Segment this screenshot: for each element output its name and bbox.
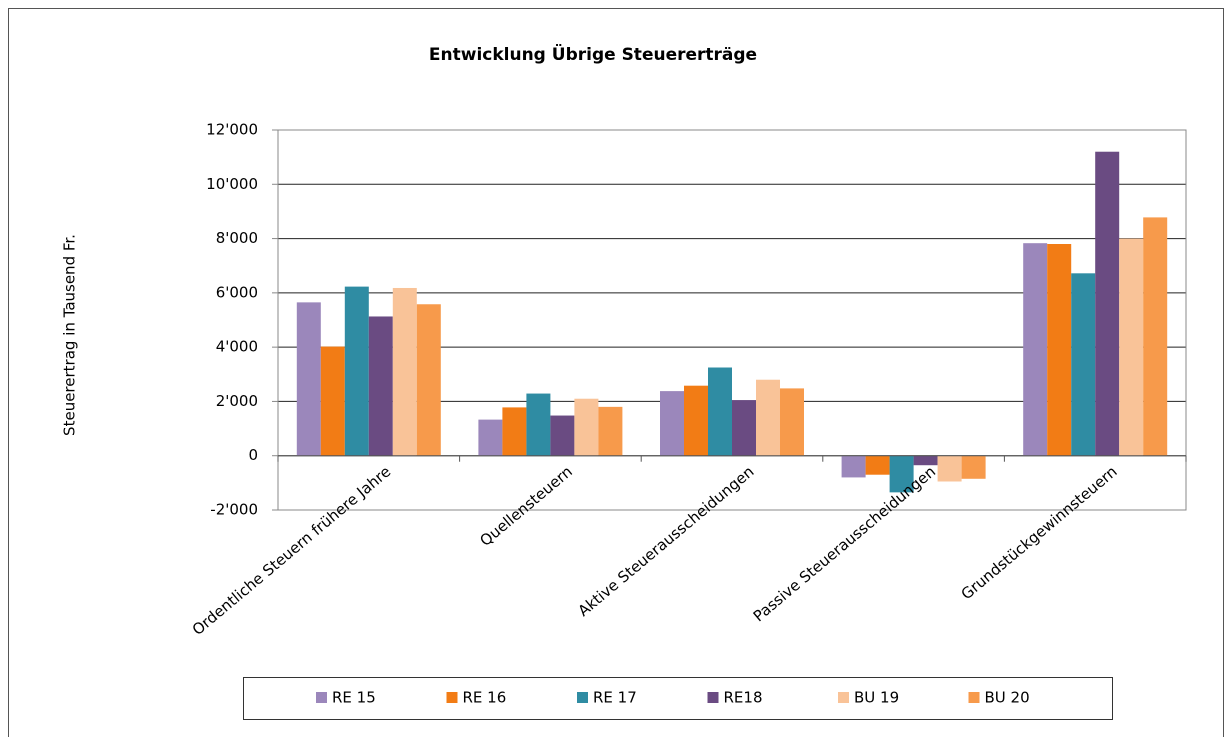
bar [1047,244,1072,456]
legend-label: RE18 [724,689,763,707]
legend-label: BU 20 [985,689,1030,707]
legend-label: RE 16 [463,689,507,707]
x-tick-label: Aktive Steuerausscheidungen [575,462,758,620]
bar [296,302,321,456]
bar [478,419,503,456]
y-axis-label: Steuerertrag in Tausend Fr. [61,234,79,436]
plot-frame [277,129,1187,511]
bar [598,406,623,456]
bar [502,407,527,456]
legend-swatch [577,692,588,703]
bar [344,286,369,456]
bar [550,415,575,456]
bar [368,316,393,456]
legend-swatch [838,692,849,703]
y-tick-label: 0 [248,446,258,464]
x-tick-label: Ordentliche Steuern frühere Jahre [189,462,395,639]
y-tick-label: 12'000 [206,121,258,139]
y-tick-label: 8'000 [216,229,258,247]
bar [865,455,890,475]
legend [243,677,1113,720]
x-tick-label: Quellensteuern [476,462,575,550]
legend-label: RE 15 [332,689,376,707]
bar [684,385,708,456]
x-tick-label: Passive Steuerausscheidungen [750,462,939,625]
bar [841,455,866,478]
bar [392,287,417,456]
legend-swatch [316,692,327,703]
chart-title: Entwicklung Übrige Steuererträge [429,43,757,65]
y-tick-label: 10'000 [206,175,258,193]
bar [320,346,345,456]
bar [708,367,732,456]
bar [526,393,551,456]
bar [416,304,441,456]
bar [961,455,986,479]
y-tick-label: 4'000 [216,338,258,356]
y-tick-label: 2'000 [216,392,258,410]
bar [913,455,938,466]
bar [1143,217,1168,456]
bar [1119,238,1144,456]
chart-border [8,8,1224,741]
legend-swatch [446,692,458,703]
x-tick-label: Grundstückgewinnsteuern [958,462,1121,603]
bar [732,400,756,456]
bar [660,391,684,456]
legend-label: BU 19 [854,689,899,707]
bar [756,379,780,456]
bar [1023,243,1048,456]
bar [1095,151,1120,456]
bar [937,455,962,482]
legend-label: RE 17 [593,689,637,707]
legend-swatch [968,692,980,703]
legend-swatch [707,692,719,703]
y-tick-label: -2'000 [210,501,258,519]
bar [780,388,804,456]
bar [1071,273,1096,456]
bar [574,398,599,456]
y-tick-label: 6'000 [216,283,258,301]
bar [889,455,914,493]
